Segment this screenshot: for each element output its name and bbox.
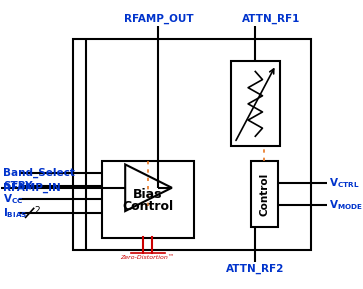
Text: Control: Control [259, 173, 269, 216]
Text: Bias: Bias [133, 188, 163, 201]
Text: 2: 2 [34, 206, 40, 215]
Bar [231, 61, 280, 147]
Text: Control: Control [123, 200, 174, 213]
Bar [73, 39, 311, 250]
Text: RFAMP_IN: RFAMP_IN [3, 183, 61, 193]
Text: Band_Select: Band_Select [3, 167, 75, 178]
Text: Zero-Distortion™: Zero-Distortion™ [121, 255, 175, 260]
Text: ATTN_RF2: ATTN_RF2 [226, 264, 285, 274]
Text: V$_\mathregular{CTRL}$: V$_\mathregular{CTRL}$ [329, 176, 359, 190]
Bar [251, 161, 278, 227]
Text: ATTN_RF1: ATTN_RF1 [242, 14, 301, 25]
Bar [102, 161, 194, 238]
Text: I$_\mathregular{BIAS}$: I$_\mathregular{BIAS}$ [3, 206, 28, 220]
Text: RFAMP_OUT: RFAMP_OUT [123, 14, 193, 25]
Text: V$_\mathregular{CC}$: V$_\mathregular{CC}$ [3, 192, 24, 206]
Text: STBY: STBY [3, 181, 33, 191]
Text: V$_\mathregular{MODE}$: V$_\mathregular{MODE}$ [329, 199, 363, 212]
